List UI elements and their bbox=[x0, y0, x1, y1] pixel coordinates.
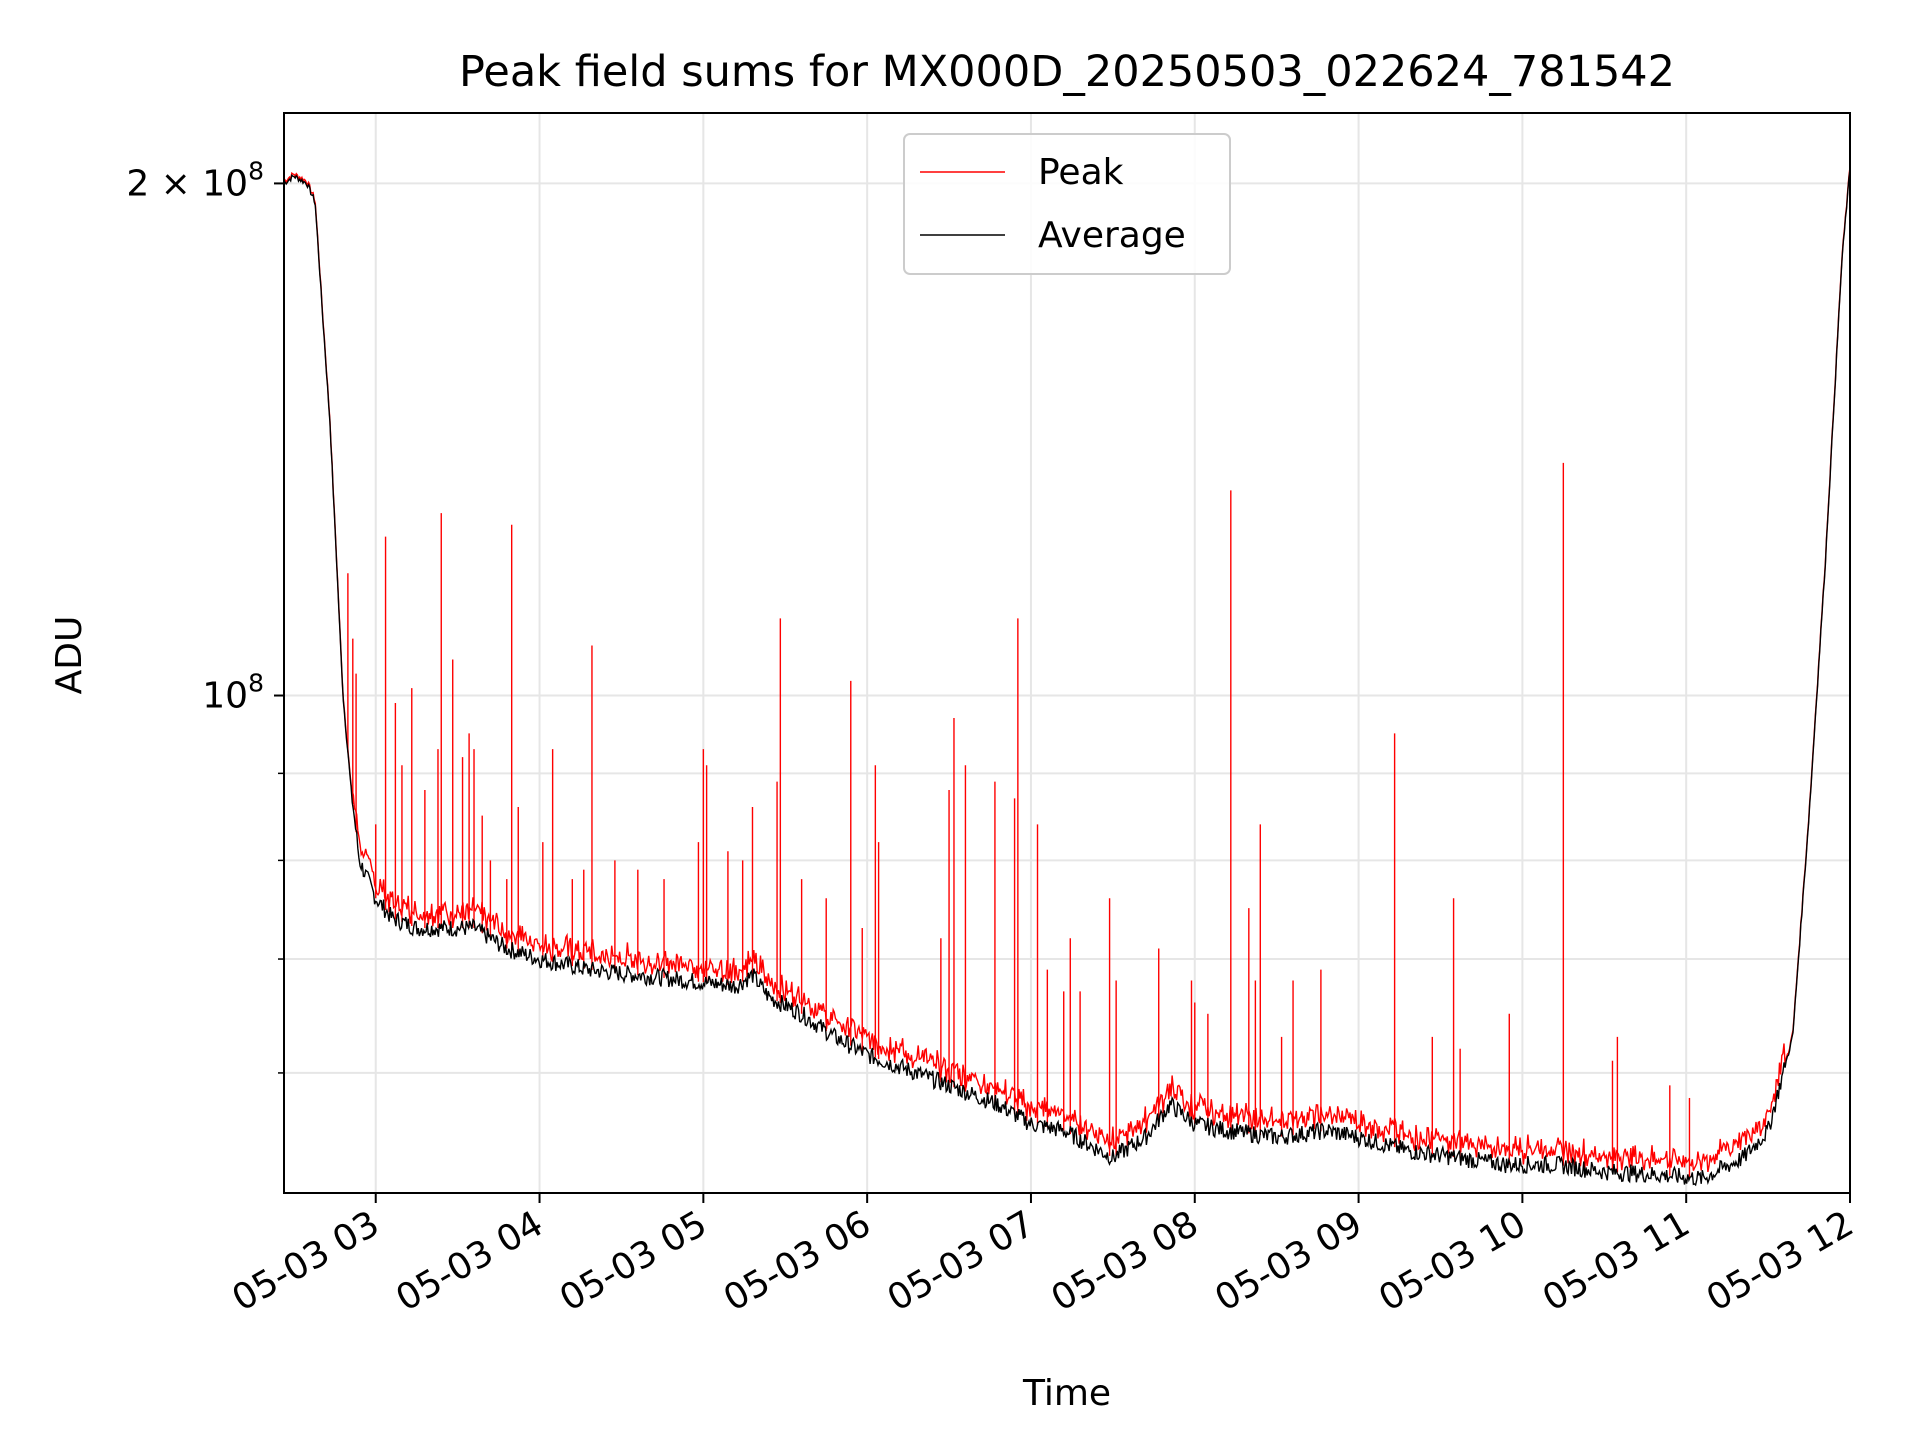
y-tick-label: 2 × 108 bbox=[126, 156, 264, 204]
chart-title: Peak field sums for MX000D_20250503_0226… bbox=[459, 47, 1675, 97]
legend-peak-label: Peak bbox=[1038, 152, 1124, 193]
legend-box bbox=[903, 133, 1231, 275]
y-tick-label: 108 bbox=[202, 669, 264, 717]
average-series-line bbox=[284, 169, 1850, 1187]
peak-series-line bbox=[284, 166, 1850, 1173]
plot-frame bbox=[283, 112, 1851, 1194]
legend: Peak Average bbox=[903, 133, 1231, 275]
plot-area bbox=[284, 166, 1850, 1187]
x-axis-label: Time bbox=[1022, 1373, 1111, 1414]
legend-average-label: Average bbox=[1038, 215, 1186, 256]
y-axis-label: ADU bbox=[49, 616, 90, 695]
